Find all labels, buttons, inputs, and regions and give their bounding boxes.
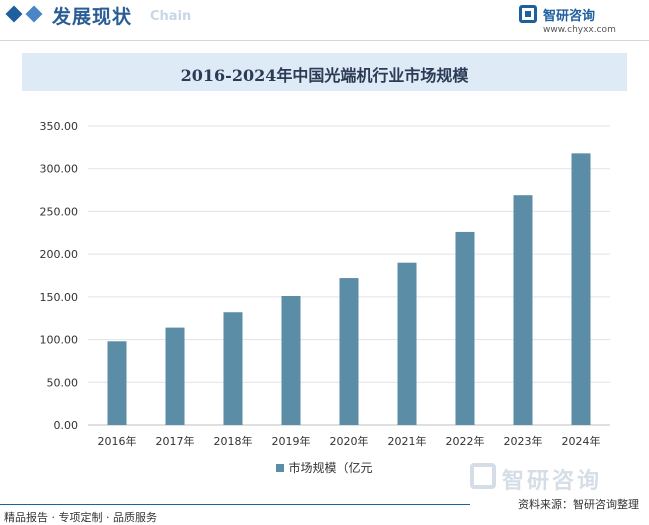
legend: 市场规模（亿元 xyxy=(0,459,649,476)
brand-logo: 智研咨询 www.chyxx.com xyxy=(519,3,639,39)
header-divider xyxy=(0,40,649,41)
watermark-logo: 智研咨询 xyxy=(470,463,645,495)
legend-label: 市场规模（亿元 xyxy=(288,461,373,475)
chart-title-band: 2016-2024年中国光端机行业市场规模 xyxy=(22,53,627,91)
bar xyxy=(455,231,475,425)
y-tick-label: 300.00 xyxy=(40,163,79,176)
y-tick-label: 0.00 xyxy=(54,419,79,432)
brand-mark-icon xyxy=(519,5,537,23)
footer-tagline: 精品报告 · 专项定制 · 品质服务 xyxy=(4,511,157,524)
watermark-mark-icon xyxy=(470,463,496,489)
x-tick-label: 2020年 xyxy=(330,434,369,448)
y-tick-label: 150.00 xyxy=(40,291,79,304)
source-note: 资料来源：智研咨询整理 xyxy=(518,498,639,511)
section-title: 发展现状 xyxy=(52,6,133,28)
y-tick-label: 200.00 xyxy=(40,248,79,261)
header: 发展现状 Chain 智研咨询 www.chyxx.com xyxy=(0,0,649,44)
x-tick-label: 2024年 xyxy=(562,434,601,448)
bar xyxy=(165,327,185,425)
chart-title: 2016-2024年中国光端机行业市场规模 xyxy=(180,66,469,85)
x-tick-label: 2022年 xyxy=(446,434,485,448)
y-tick-label: 100.00 xyxy=(40,334,79,347)
section-subtitle-en: Chain xyxy=(150,9,192,24)
legend-swatch xyxy=(276,463,285,472)
bar xyxy=(397,262,417,425)
bar xyxy=(339,278,359,425)
bar xyxy=(223,312,243,425)
bar xyxy=(513,195,533,425)
x-tick-label: 2017年 xyxy=(156,434,195,448)
brand-name: 智研咨询 xyxy=(543,9,596,24)
y-tick-label: 250.00 xyxy=(40,205,79,218)
x-tick-label: 2016年 xyxy=(98,434,137,448)
watermark-text: 智研咨询 xyxy=(502,469,603,494)
y-tick-label: 50.00 xyxy=(47,376,79,389)
x-tick-label: 2018年 xyxy=(214,434,253,448)
x-tick-label: 2021年 xyxy=(388,434,427,448)
bar xyxy=(571,153,591,425)
x-tick-label: 2019年 xyxy=(272,434,311,448)
x-tick-label: 2023年 xyxy=(504,434,543,448)
bar xyxy=(107,341,127,425)
brand-url: www.chyxx.com xyxy=(543,25,616,35)
bar xyxy=(281,296,301,425)
footer-divider xyxy=(0,504,470,505)
y-tick-label: 350.00 xyxy=(40,120,79,133)
